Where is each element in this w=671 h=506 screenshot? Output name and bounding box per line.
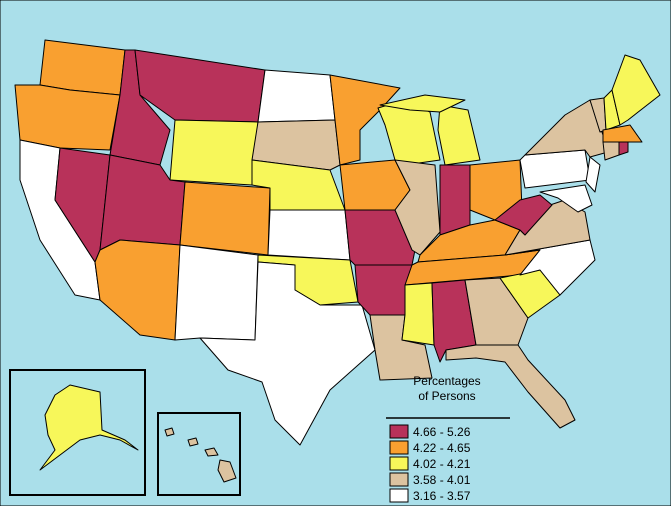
legend-label: 4.02 - 4.21 bbox=[413, 457, 471, 471]
state bbox=[14, 84, 121, 151]
state bbox=[394, 159, 441, 256]
state bbox=[329, 74, 401, 166]
state bbox=[39, 384, 139, 471]
state bbox=[585, 156, 601, 193]
legend-label: 3.16 - 3.57 bbox=[413, 489, 471, 503]
state bbox=[519, 149, 591, 189]
legend-title: of Persons bbox=[418, 389, 475, 403]
state bbox=[439, 164, 471, 236]
states bbox=[14, 39, 661, 446]
state bbox=[354, 264, 413, 316]
legend-swatch bbox=[389, 440, 409, 455]
legend-swatch bbox=[389, 424, 409, 439]
legend-label: 4.22 - 4.65 bbox=[413, 441, 471, 455]
hawaii bbox=[164, 427, 237, 483]
state bbox=[602, 124, 643, 143]
state bbox=[494, 194, 553, 236]
state bbox=[504, 239, 596, 296]
legend-label: 4.66 - 5.26 bbox=[413, 425, 471, 439]
state bbox=[504, 199, 591, 256]
state bbox=[164, 427, 175, 437]
state bbox=[257, 69, 336, 123]
alaska-inset bbox=[9, 369, 146, 496]
legend-swatch bbox=[389, 488, 409, 503]
state bbox=[199, 261, 376, 446]
state bbox=[401, 282, 435, 346]
state bbox=[179, 181, 271, 256]
state bbox=[204, 447, 219, 457]
state bbox=[611, 54, 661, 126]
state bbox=[187, 437, 199, 447]
state bbox=[174, 244, 259, 341]
state bbox=[618, 141, 629, 156]
state bbox=[267, 209, 351, 261]
state bbox=[251, 119, 341, 171]
legend-label: 3.58 - 4.01 bbox=[413, 473, 471, 487]
legend-swatch bbox=[389, 472, 409, 487]
legend-title: Percentages bbox=[413, 374, 480, 388]
state bbox=[379, 94, 466, 113]
state bbox=[217, 459, 237, 483]
hawaii-inset bbox=[157, 412, 241, 496]
state bbox=[437, 104, 481, 166]
state bbox=[464, 277, 529, 346]
state bbox=[445, 344, 576, 429]
legend-swatch bbox=[389, 456, 409, 471]
state bbox=[539, 184, 593, 213]
state bbox=[169, 119, 259, 186]
